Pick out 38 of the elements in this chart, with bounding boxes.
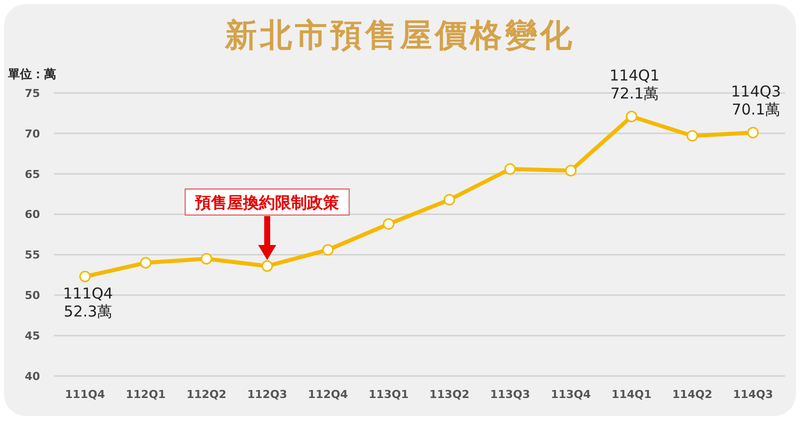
point [686, 130, 698, 142]
y-axis-title: 單位：萬 [8, 66, 56, 83]
x-tick-label: 111Q4 [65, 388, 106, 401]
point [504, 163, 516, 175]
annotation: 114Q3 70.1萬 [731, 82, 781, 119]
y-tick-label: 65 [24, 168, 40, 181]
annotation: 預售屋換約限制政策 [194, 193, 340, 212]
chart-title: 新北市預售屋價格變化 [224, 15, 576, 56]
point [322, 244, 334, 256]
x-tick-label: 112Q3 [247, 388, 288, 401]
x-tick-label: 112Q4 [308, 388, 348, 401]
y-tick-label: 70 [24, 127, 40, 140]
x-tick-label: 114Q2 [672, 388, 712, 401]
y-tick-label: 60 [24, 208, 40, 222]
point [140, 257, 152, 269]
x-tick-label: 114Q3 [733, 388, 773, 401]
x-tick-label: 113Q1 [368, 388, 409, 401]
point [261, 260, 273, 272]
y-tick-label: 50 [24, 289, 40, 302]
y-tick-label: 40 [24, 370, 40, 383]
point [565, 164, 577, 176]
y-tick-label: 55 [24, 248, 40, 262]
point [747, 126, 759, 138]
x-tick-label: 114Q1 [612, 388, 652, 401]
point [626, 110, 638, 122]
y-tick-label: 45 [24, 329, 40, 342]
x-tick-label: 113Q3 [490, 388, 530, 401]
annotation: 114Q1 72.1萬 [610, 66, 660, 102]
point [200, 253, 212, 265]
x-tick-label: 112Q2 [186, 388, 226, 401]
y-tick-label: 75 [24, 86, 40, 100]
annotation: 111Q4 52.3萬 [63, 284, 113, 321]
point [382, 218, 394, 230]
point [444, 194, 456, 206]
x-tick-label: 113Q2 [429, 388, 470, 401]
x-tick-label: 113Q4 [550, 388, 592, 401]
x-tick-label: 112Q1 [126, 388, 166, 401]
point [79, 270, 91, 282]
